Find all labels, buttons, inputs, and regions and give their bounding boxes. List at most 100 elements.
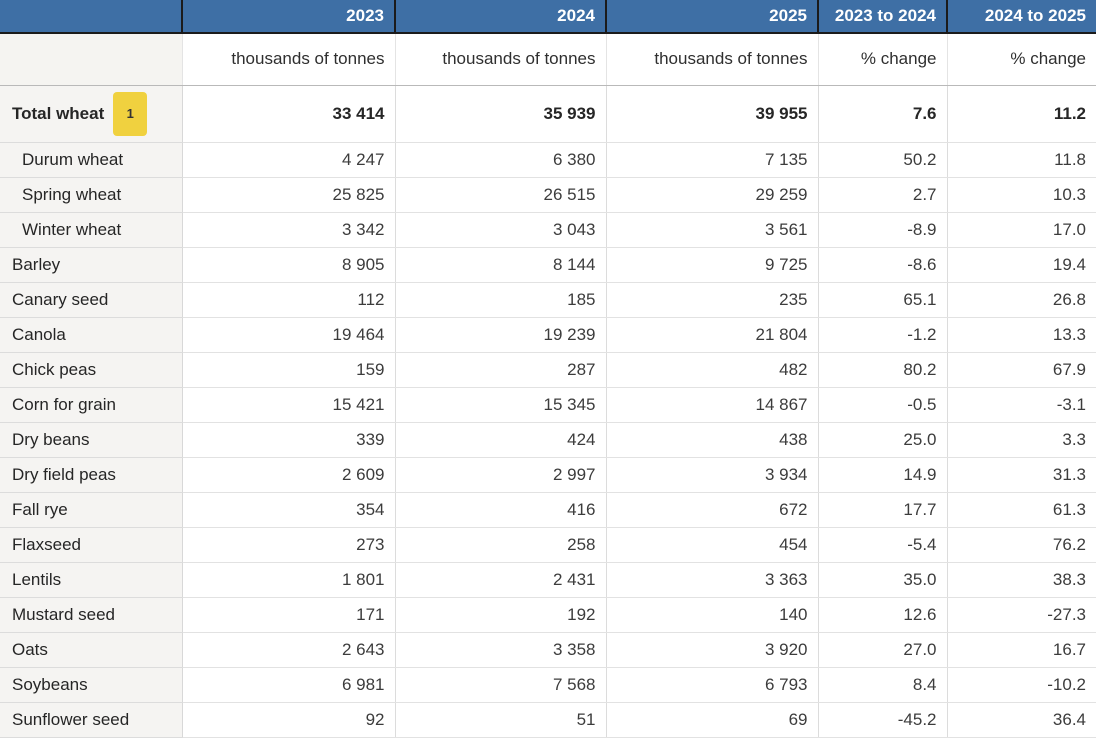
value-cell: 16.7 <box>947 632 1096 668</box>
value-cell: -45.2 <box>818 702 948 738</box>
value-cell: 482 <box>606 352 819 388</box>
value-cell: 6 793 <box>606 667 819 703</box>
col-header-2024-to-2025: 2024 to 2025 <box>947 0 1096 34</box>
value-cell: 287 <box>395 352 607 388</box>
row-label-cell: Flaxseed <box>0 527 183 563</box>
value-cell: 11.2 <box>947 85 1096 143</box>
value-cell: -0.5 <box>818 387 948 423</box>
row-label: Chick peas <box>12 359 97 379</box>
row-label-cell: Barley <box>0 247 183 283</box>
row-label-cell: Winter wheat <box>0 212 183 248</box>
row-label-cell: Oats <box>0 632 183 668</box>
row-label: Dry beans <box>12 429 90 449</box>
row-label: Flaxseed <box>12 534 81 554</box>
value-cell: 26.8 <box>947 282 1096 318</box>
row-label: Corn for grain <box>12 394 116 414</box>
value-cell: 67.9 <box>947 352 1096 388</box>
value-cell: 69 <box>606 702 819 738</box>
table-row: Soybeans 6 981 7 568 6 793 8.4 -10.2 <box>0 667 1096 703</box>
footnote-badge[interactable]: 1 <box>113 91 148 136</box>
table-row: Winter wheat 3 342 3 043 3 561 -8.9 17.0 <box>0 212 1096 248</box>
value-cell: 6 981 <box>182 667 396 703</box>
row-label-cell: Dry beans <box>0 422 183 458</box>
col-header-2025: 2025 <box>606 0 819 34</box>
value-cell: 76.2 <box>947 527 1096 563</box>
value-cell: 31.3 <box>947 457 1096 493</box>
value-cell: 3.3 <box>947 422 1096 458</box>
table-row: Canola 19 464 19 239 21 804 -1.2 13.3 <box>0 317 1096 353</box>
units-header: thousands of tonnes <box>182 33 396 86</box>
row-label: Fall rye <box>12 499 68 519</box>
value-cell: 51 <box>395 702 607 738</box>
value-cell: 672 <box>606 492 819 528</box>
table-row: Chick peas 159 287 482 80.2 67.9 <box>0 352 1096 388</box>
value-cell: 80.2 <box>818 352 948 388</box>
value-cell: -3.1 <box>947 387 1096 423</box>
value-cell: 2 609 <box>182 457 396 493</box>
value-cell: 12.6 <box>818 597 948 633</box>
value-cell: 38.3 <box>947 562 1096 598</box>
value-cell: 8.4 <box>818 667 948 703</box>
units-corner-cell <box>0 33 183 86</box>
value-cell: 21 804 <box>606 317 819 353</box>
value-cell: 27.0 <box>818 632 948 668</box>
row-label-cell: Sunflower seed <box>0 702 183 738</box>
col-header-2024: 2024 <box>395 0 607 34</box>
value-cell: 19 239 <box>395 317 607 353</box>
value-cell: 14 867 <box>606 387 819 423</box>
value-cell: 1 801 <box>182 562 396 598</box>
row-label-cell: Canary seed <box>0 282 183 318</box>
row-label-cell: Total wheat 1 <box>0 85 183 143</box>
row-label: Canola <box>12 324 66 344</box>
table-row: Oats 2 643 3 358 3 920 27.0 16.7 <box>0 632 1096 668</box>
value-cell: 19 464 <box>182 317 396 353</box>
value-cell: 7 135 <box>606 142 819 178</box>
value-cell: 14.9 <box>818 457 948 493</box>
row-label: Dry field peas <box>12 464 116 484</box>
value-cell: 112 <box>182 282 396 318</box>
row-label-cell: Mustard seed <box>0 597 183 633</box>
value-cell: 3 561 <box>606 212 819 248</box>
value-cell: 61.3 <box>947 492 1096 528</box>
value-cell: 15 345 <box>395 387 607 423</box>
row-label: Sunflower seed <box>12 709 130 729</box>
value-cell: 3 043 <box>395 212 607 248</box>
value-cell: 17.0 <box>947 212 1096 248</box>
row-label-cell: Durum wheat <box>0 142 183 178</box>
value-cell: 171 <box>182 597 396 633</box>
units-header: % change <box>947 33 1096 86</box>
table-body: Total wheat 1 33 414 35 939 39 955 7.6 1… <box>0 85 1096 738</box>
table-row: Canary seed 112 185 235 65.1 26.8 <box>0 282 1096 318</box>
value-cell: 7 568 <box>395 667 607 703</box>
row-label-cell: Canola <box>0 317 183 353</box>
row-label: Winter wheat <box>22 219 122 239</box>
value-cell: 39 955 <box>606 85 819 143</box>
value-cell: 33 414 <box>182 85 396 143</box>
value-cell: 273 <box>182 527 396 563</box>
value-cell: 15 421 <box>182 387 396 423</box>
table-row: Barley 8 905 8 144 9 725 -8.6 19.4 <box>0 247 1096 283</box>
value-cell: 92 <box>182 702 396 738</box>
value-cell: -27.3 <box>947 597 1096 633</box>
value-cell: 2.7 <box>818 177 948 213</box>
value-cell: -5.4 <box>818 527 948 563</box>
value-cell: 7.6 <box>818 85 948 143</box>
table-row: Lentils 1 801 2 431 3 363 35.0 38.3 <box>0 562 1096 598</box>
row-label: Canary seed <box>12 289 109 309</box>
year-header-row: 2023 2024 2025 2023 to 2024 2024 to 2025 <box>0 0 1096 34</box>
value-cell: 10.3 <box>947 177 1096 213</box>
value-cell: 235 <box>606 282 819 318</box>
value-cell: 35.0 <box>818 562 948 598</box>
value-cell: 35 939 <box>395 85 607 143</box>
value-cell: 424 <box>395 422 607 458</box>
row-label-cell: Fall rye <box>0 492 183 528</box>
value-cell: 185 <box>395 282 607 318</box>
value-cell: 3 342 <box>182 212 396 248</box>
value-cell: -1.2 <box>818 317 948 353</box>
row-label: Durum wheat <box>22 149 124 169</box>
table-row: Dry beans 339 424 438 25.0 3.3 <box>0 422 1096 458</box>
value-cell: -8.9 <box>818 212 948 248</box>
value-cell: 3 920 <box>606 632 819 668</box>
bottom-spacer <box>0 737 1096 751</box>
